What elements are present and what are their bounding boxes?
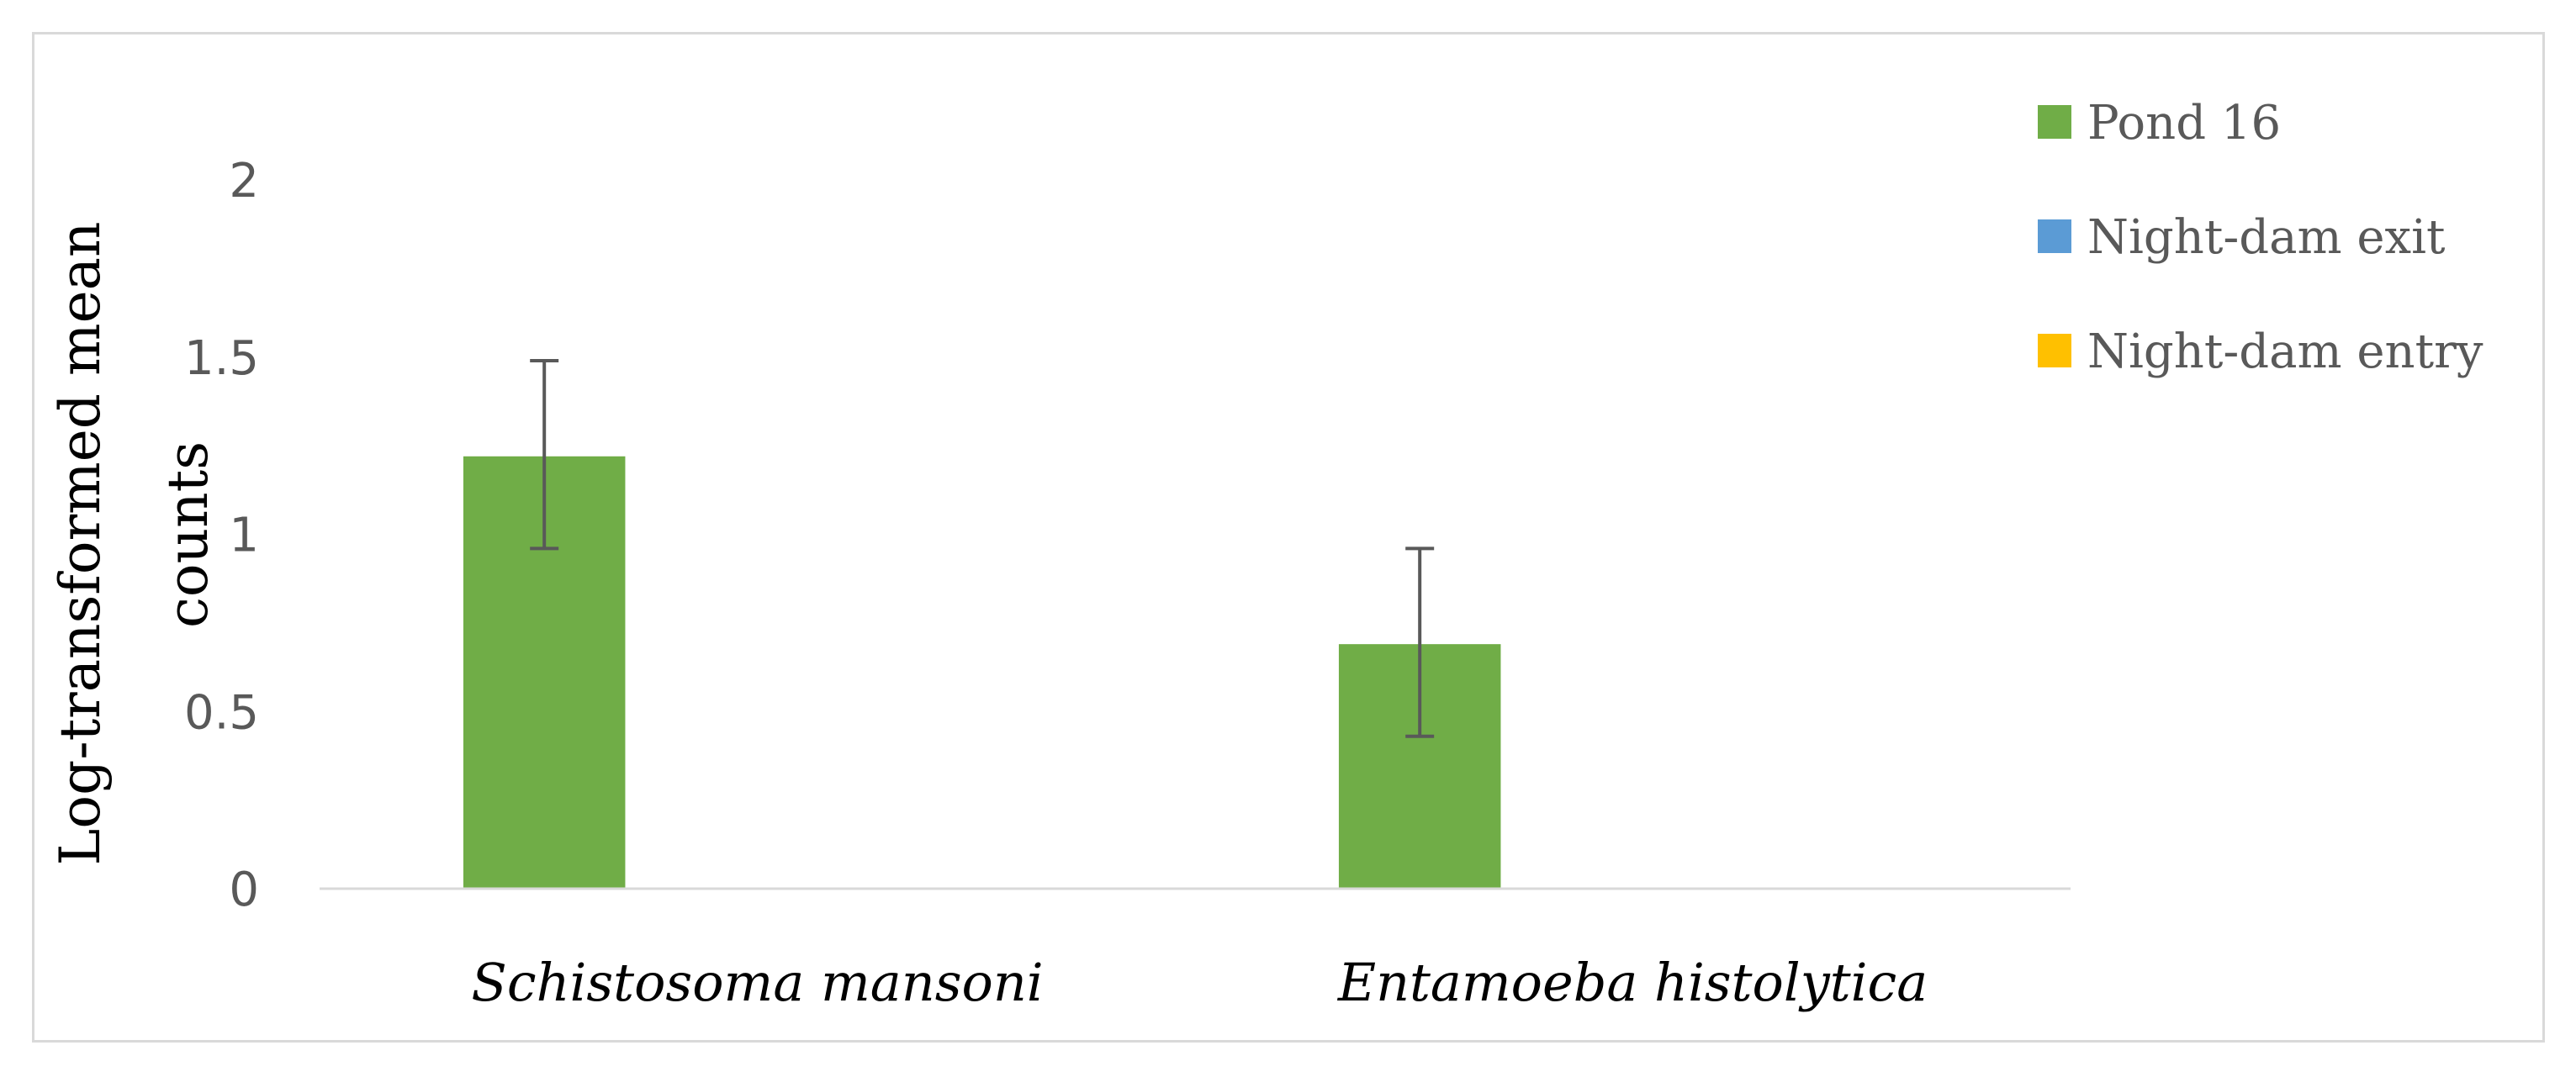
y-tick-labels: 0 0.5 1 1.5 2 [184, 154, 259, 917]
legend-item: Night-dam entry [2038, 325, 2483, 379]
legend-swatch [2038, 219, 2071, 253]
bars-layer [463, 456, 1501, 889]
error-bar [1405, 546, 1435, 738]
y-tick-label: 0 [229, 863, 259, 917]
y-tick-label: 1 [229, 509, 259, 563]
x-category-label: Entamoeba histolytica [1337, 952, 1928, 1013]
category-labels: Schistosoma mansoni Entamoeba histolytica [471, 952, 1928, 1013]
error-bar [530, 358, 559, 551]
y-axis-title-line-1: Log-transformed mean [48, 221, 113, 865]
y-tick-label: 2 [229, 154, 259, 209]
y-axis-title-line-2: counts [156, 441, 220, 628]
legend-label: Pond 16 [2087, 96, 2281, 150]
y-tick-label: 1.5 [184, 331, 259, 386]
legend-item: Night-dam exit [2038, 210, 2446, 265]
legend: Pond 16 Night-dam exit Night-dam entry [2038, 96, 2483, 379]
legend-item: Pond 16 [2038, 96, 2281, 150]
x-category-label: Schistosoma mansoni [471, 952, 1043, 1013]
legend-label: Night-dam entry [2087, 325, 2483, 379]
legend-swatch [2038, 334, 2071, 367]
y-axis-title: Log-transformed mean counts [48, 204, 220, 866]
y-tick-label: 0.5 [184, 685, 259, 740]
legend-label: Night-dam exit [2087, 210, 2446, 265]
chart-frame [32, 32, 2545, 1043]
legend-swatch [2038, 105, 2071, 139]
error-bars-layer [530, 358, 1435, 738]
